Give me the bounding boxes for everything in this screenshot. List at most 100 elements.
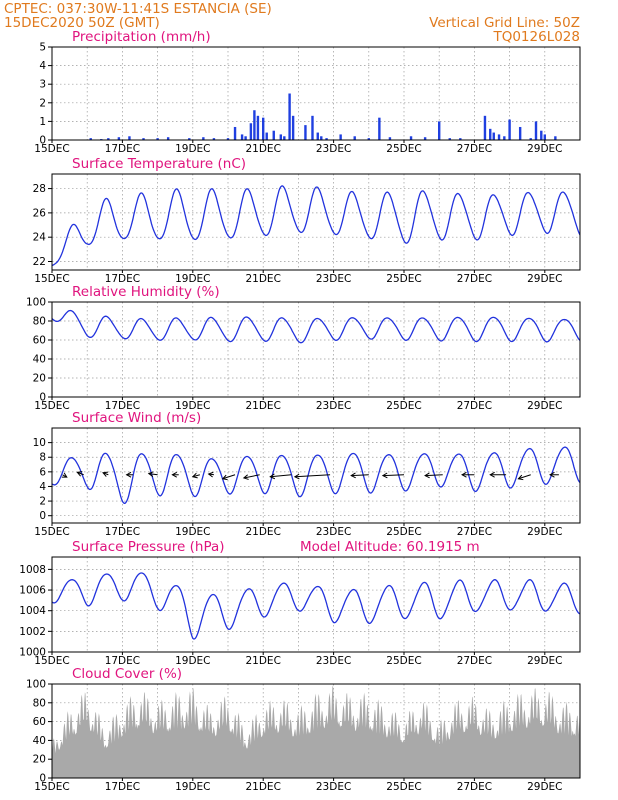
- temp-xtick-label: 23DEC: [316, 273, 351, 285]
- precip-bar: [554, 136, 557, 140]
- cloud-xtick-label: 29DEC: [527, 781, 562, 793]
- rh-title: Relative Humidity (%): [72, 284, 220, 300]
- precip-xtick-label: 19DEC: [175, 143, 210, 155]
- precip-bar: [272, 130, 275, 140]
- temp-panel: 22 24 26 28 15DEC 17DEC 19DEC 21DEC 23DEC 25DEC 27…: [33, 156, 581, 285]
- precip-bar: [409, 136, 413, 140]
- cloud-xtick-label: 27DEC: [457, 781, 492, 793]
- wind-wind-arrow-head: [517, 474, 524, 481]
- cloud-title: Cloud Cover (%): [72, 666, 182, 682]
- temp-xtick-label: 17DEC: [105, 273, 140, 285]
- temp-title: Surface Temperature (nC): [72, 156, 246, 172]
- wind-wind-arrow-head: [424, 472, 430, 479]
- wind-wind-arrow: [382, 474, 405, 477]
- pressure-annotation: Model Altitude: 60.1915 m: [300, 539, 480, 555]
- precip-bar: [388, 137, 392, 140]
- temp-xtick-label: 25DEC: [386, 273, 421, 285]
- precip-bar: [543, 134, 546, 140]
- header: CPTEC: 037:30W-11:41S ESTANCIA (SE) 15DE…: [4, 1, 580, 45]
- cloud-xtick-label: 15DEC: [34, 781, 69, 793]
- precip-bar: [288, 93, 291, 140]
- temp-xtick-label: 19DEC: [175, 273, 210, 285]
- wind-wind-arrow-head: [461, 471, 467, 478]
- precip-bar: [253, 110, 256, 140]
- pressure-xtick-label: 29DEC: [527, 655, 562, 667]
- cloud-xtick-label: 23DEC: [316, 781, 351, 793]
- pressure-xtick-label: 23DEC: [316, 655, 351, 667]
- wind-frame: [51, 427, 581, 524]
- precip-bar: [291, 115, 295, 140]
- cloud-xtick-label: 17DEC: [105, 781, 140, 793]
- precip-ytick-label: 0: [39, 135, 46, 147]
- precip-bar: [448, 138, 451, 140]
- cloud-frame: [51, 683, 581, 779]
- pressure-xtick-label: 19DEC: [175, 655, 210, 667]
- pressure-ytick-label: 1002: [19, 626, 46, 638]
- rh-ytick-label: 80: [33, 316, 46, 328]
- pressure-xtick-label: 21DEC: [245, 655, 280, 667]
- wind-xtick-label: 25DEC: [386, 526, 421, 538]
- wind-wind-arrow-head: [350, 472, 356, 479]
- precip-bar: [117, 137, 121, 140]
- wind-wind-arrow: [77, 471, 84, 476]
- pressure-xtick-label: 27DEC: [457, 655, 492, 667]
- wind-wind-arrow: [192, 474, 200, 478]
- cloud-ytick-label: 20: [33, 754, 46, 766]
- precip-bar: [503, 136, 506, 140]
- pressure-xtick-label: 15DEC: [34, 655, 69, 667]
- rh-ytick-label: 60: [33, 335, 46, 347]
- wind-xtick-label: 19DEC: [175, 526, 210, 538]
- precip-bar: [316, 132, 319, 140]
- precip-title: Precipitation (mm/h): [72, 29, 211, 45]
- precip-bar: [156, 138, 159, 140]
- precip-bar: [492, 132, 495, 140]
- rh-xtick-label: 15DEC: [34, 400, 69, 412]
- precip-frame: [51, 46, 581, 141]
- precip-ytick-label: 1: [39, 116, 46, 128]
- wind-wind-arrow: [148, 473, 158, 476]
- wind-wind-arrow: [425, 474, 443, 477]
- wind-xtick-label: 15DEC: [34, 526, 69, 538]
- precip-bar: [166, 137, 170, 140]
- pressure-title: Surface Pressure (hPa): [72, 539, 225, 555]
- cloud-ytick-label: 60: [33, 716, 46, 728]
- precip-xtick-label: 15DEC: [34, 143, 69, 155]
- precip-bar: [240, 134, 244, 140]
- rh-series-line: [51, 309, 581, 344]
- precip-bar: [378, 117, 381, 140]
- cloud-ytick-label: 0: [39, 773, 46, 785]
- precip-bar: [304, 125, 307, 140]
- pressure-xtick-label: 17DEC: [105, 655, 140, 667]
- wind-ytick-label: 4: [39, 481, 46, 493]
- temp-ytick-label: 22: [33, 256, 46, 268]
- precip-xtick-label: 21DEC: [245, 143, 280, 155]
- wind-ytick-label: 0: [39, 510, 46, 522]
- rh-ytick-label: 0: [39, 392, 46, 404]
- precip-ytick-label: 3: [39, 79, 46, 91]
- pressure-frame: [51, 556, 581, 653]
- wind-wind-arrow: [270, 474, 292, 478]
- cloud-ytick-label: 100: [26, 679, 46, 691]
- temp-series-line: [51, 185, 581, 267]
- precip-bar: [497, 134, 501, 140]
- rh-xtick-label: 23DEC: [316, 400, 351, 412]
- wind-xtick-label: 29DEC: [527, 526, 562, 538]
- precip-xtick-label: 23DEC: [316, 143, 351, 155]
- rh-xtick-label: 27DEC: [457, 400, 492, 412]
- wind-ytick-label: 2: [39, 496, 46, 508]
- wind-ytick-label: 10: [33, 437, 46, 449]
- precip-bar: [311, 115, 314, 140]
- cloud-ytick-label: 80: [33, 697, 46, 709]
- pressure-ytick-label: 1008: [19, 564, 46, 576]
- pressure-ytick-label: 1004: [19, 605, 46, 617]
- precip-bar: [249, 123, 253, 140]
- temp-frame: [51, 173, 581, 271]
- wind-wind-arrow-head: [171, 471, 178, 478]
- precip-xtick-label: 17DEC: [105, 143, 140, 155]
- precip-bar: [325, 138, 328, 140]
- precip-xtick-label: 25DEC: [386, 143, 421, 155]
- precip-bar: [320, 136, 323, 140]
- pressure-series-line: [51, 572, 581, 640]
- rh-ytick-label: 40: [33, 354, 46, 366]
- wind-wind-arrow-head: [381, 472, 388, 479]
